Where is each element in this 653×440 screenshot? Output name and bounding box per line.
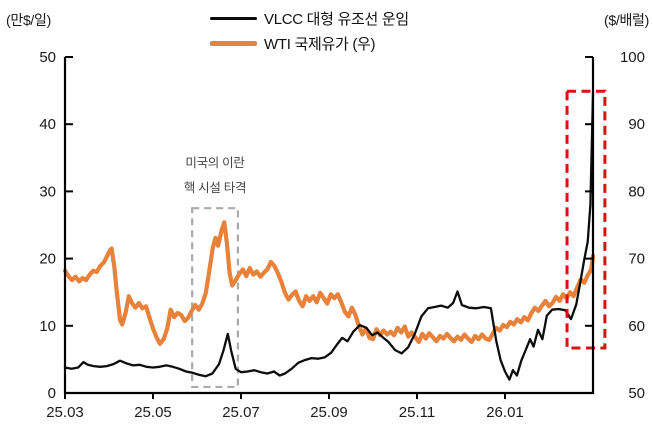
event-annotation: 미국의 이란 핵 시설 타격 (152, 151, 278, 201)
vlcc-line-swatch (210, 17, 257, 20)
legend-label-vlcc: VLCC 대형 유조선 운임 (264, 11, 409, 28)
event-dashed-box (191, 207, 240, 389)
event-annotation-line-1: 미국의 이란 (185, 156, 245, 170)
right-axis-tick-label: 100 (620, 49, 645, 66)
x-axis-tick-label: 25.03 (46, 404, 84, 421)
left-axis-tick-label: 30 (39, 183, 56, 200)
legend-item-vlcc: VLCC 대형 유조선 운임 (210, 8, 409, 29)
axis-frame (63, 57, 595, 395)
x-axis-tick-label: 25.05 (134, 404, 172, 421)
left-axis-tick-label: 50 (39, 49, 56, 66)
legend-label-wti: WTI 국제유가 (우) (264, 36, 376, 53)
highlight-dashed-box (565, 89, 607, 350)
left-axis-tick-label: 0 (48, 385, 56, 402)
series-line-vlcc (63, 92, 595, 381)
right-axis-tick-label: 70 (628, 251, 645, 268)
wti-line-swatch (210, 41, 257, 46)
left-axis-unit-label: (만$/일) (6, 12, 51, 28)
series-line-wti (62, 220, 596, 346)
left-axis-tick-label: 20 (39, 251, 56, 268)
x-axis-tick-label: 25.11 (399, 404, 435, 421)
left-axis-tick-label: 10 (39, 318, 56, 335)
x-axis-tick-label: 25.07 (222, 404, 260, 421)
right-axis-tick-label: 90 (628, 116, 645, 133)
right-axis-tick-label: 80 (628, 183, 645, 200)
x-axis-tick-label: 26.01 (486, 404, 524, 421)
left-axis-tick-label: 40 (39, 116, 56, 133)
right-axis-unit-label: ($/배럴) (604, 12, 649, 28)
legend-item-wti: WTI 국제유가 (우) (210, 33, 409, 54)
right-axis-tick-label: 60 (628, 318, 645, 335)
x-axis-tick-label: 25.09 (310, 404, 348, 421)
right-axis-tick-label: 50 (628, 385, 645, 402)
event-annotation-line-2: 핵 시설 타격 (183, 181, 247, 195)
legend: VLCC 대형 유조선 운임 WTI 국제유가 (우) (210, 8, 409, 54)
